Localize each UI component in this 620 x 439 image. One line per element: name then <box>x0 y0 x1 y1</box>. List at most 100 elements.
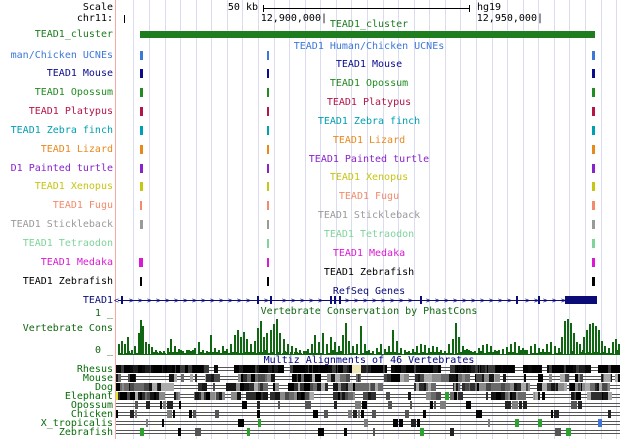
ucne-track-title[interactable]: TEAD1 Stickleback <box>317 210 421 221</box>
refseq-exon[interactable] <box>339 296 341 304</box>
multiz-row-label[interactable]: Dog <box>94 382 113 393</box>
ucne-track-left-label[interactable]: TEAD1 Lizard <box>40 144 113 155</box>
ucne-track-left-label[interactable]: TEAD1 Fugu <box>52 200 113 211</box>
ucne-track-left-label[interactable]: man/Chicken UCNEs <box>10 50 113 61</box>
multiz-row[interactable] <box>116 410 620 418</box>
ucne-element[interactable] <box>140 145 143 154</box>
multiz-row[interactable] <box>116 365 620 373</box>
multiz-row-label[interactable]: Opossum <box>70 400 113 411</box>
ucne-track-title[interactable]: TEAD1 Fugu <box>338 191 400 202</box>
ucne-track-title[interactable]: TEAD1 Painted turtle <box>308 154 430 165</box>
conservation-title[interactable]: Vertebrate Conservation by PhastCons <box>260 306 478 317</box>
alignment-block <box>394 374 395 382</box>
multiz-row-label[interactable]: Mouse <box>82 373 113 384</box>
ucne-track-title[interactable]: TEAD1 Platypus <box>326 97 412 108</box>
refseq-utr-box[interactable] <box>565 296 597 304</box>
multiz-row-label[interactable]: X_tropicalis <box>40 418 113 429</box>
multiz-row-label[interactable]: Elephant <box>64 391 113 402</box>
ucne-element[interactable] <box>592 258 595 267</box>
conservation-histogram[interactable] <box>118 318 620 355</box>
ucne-track-title[interactable]: TEAD1 Mouse <box>335 59 403 70</box>
cluster-left-label[interactable]: TEAD1_cluster <box>34 29 113 40</box>
ucne-element[interactable] <box>592 239 595 248</box>
ucne-element[interactable] <box>592 220 595 229</box>
ucne-track-title[interactable]: TEAD1 Opossum <box>329 78 409 89</box>
ucne-element[interactable] <box>267 201 269 210</box>
ucne-element[interactable] <box>592 107 595 116</box>
ucne-track-left-label[interactable]: TEAD1 Platypus <box>28 106 113 117</box>
multiz-row-label[interactable]: Zebrafish <box>58 427 113 438</box>
ucne-track-title[interactable]: TEAD1 Zebra finch <box>317 116 421 127</box>
ucne-element[interactable] <box>140 126 143 135</box>
ucne-track-title[interactable]: TEAD1 Medaka <box>332 248 406 259</box>
multiz-row-label[interactable]: Rhesus <box>76 364 113 375</box>
ucne-track-left-label[interactable]: TEAD1 Tetraodon <box>22 238 113 249</box>
ucne-element[interactable] <box>592 164 595 173</box>
refseq-exon[interactable] <box>330 296 332 304</box>
ucne-track-title[interactable]: TEAD1 Lizard <box>332 135 406 146</box>
ucne-element[interactable] <box>267 145 269 154</box>
refseq-exon[interactable] <box>121 296 123 304</box>
refseq-exon[interactable] <box>270 296 272 304</box>
ucne-track-left-label[interactable]: TEAD1 Opossum <box>34 87 113 98</box>
multiz-row[interactable] <box>116 392 620 400</box>
ucne-element[interactable] <box>140 88 143 97</box>
ucne-element[interactable] <box>267 239 269 248</box>
ucne-element[interactable] <box>267 164 269 173</box>
multiz-row[interactable] <box>116 419 620 427</box>
ucne-element[interactable] <box>267 107 269 116</box>
ucne-element[interactable] <box>267 277 269 286</box>
ucne-track-left-label[interactable]: TEAD1 Xenopus <box>34 181 113 192</box>
ucne-element[interactable] <box>592 51 595 60</box>
ucne-element[interactable] <box>592 69 595 78</box>
refseq-title[interactable]: RefSeq Genes <box>332 286 406 297</box>
ucne-element[interactable] <box>140 164 143 173</box>
refseq-exon[interactable] <box>257 296 259 304</box>
ucne-element[interactable] <box>267 258 269 267</box>
ucne-element[interactable] <box>592 145 595 154</box>
refseq-left-label[interactable]: TEAD1 <box>82 295 113 306</box>
ucne-track-title[interactable]: TEAD1 Xenopus <box>329 172 409 183</box>
ucne-track-left-label[interactable]: TEAD1 Zebra finch <box>10 125 113 136</box>
cluster-title[interactable]: TEAD1_cluster <box>329 19 409 30</box>
refseq-exon[interactable] <box>334 296 336 304</box>
conservation-left-label[interactable]: Vertebrate Cons <box>22 323 113 334</box>
refseq-exon[interactable] <box>420 296 422 304</box>
ucne-track-title[interactable]: TEAD1 Human/Chicken UCNEs <box>293 41 445 52</box>
cluster-bar[interactable] <box>140 31 595 38</box>
multiz-row[interactable] <box>116 374 620 382</box>
refseq-exon[interactable] <box>516 296 518 304</box>
ucne-element[interactable] <box>140 277 142 286</box>
ucne-element[interactable] <box>140 201 142 210</box>
ucne-element[interactable] <box>140 69 143 78</box>
ucne-element[interactable] <box>140 51 143 60</box>
ucne-element[interactable] <box>267 88 269 97</box>
multiz-title[interactable]: Multiz Alignments of 46 Vertebrates <box>263 355 475 366</box>
ucne-element[interactable] <box>592 126 595 135</box>
ucne-track-title[interactable]: TEAD1 Tetraodon <box>323 229 415 240</box>
multiz-row[interactable] <box>116 401 620 409</box>
ucne-element[interactable] <box>140 220 143 229</box>
ucne-track-title[interactable]: TEAD1 Zebrafish <box>323 267 415 278</box>
multiz-row-label[interactable]: Chicken <box>70 409 113 420</box>
ucne-element[interactable] <box>139 258 143 267</box>
ucne-element[interactable] <box>140 182 143 191</box>
ucne-track-left-label[interactable]: D1 Painted turtle <box>10 163 113 174</box>
ucne-element[interactable] <box>592 88 595 97</box>
multiz-row[interactable] <box>116 383 620 391</box>
ucne-element[interactable] <box>592 277 595 286</box>
ucne-track-left-label[interactable]: TEAD1 Zebrafish <box>22 276 113 287</box>
ucne-track-left-label[interactable]: TEAD1 Medaka <box>40 257 113 268</box>
ucne-element[interactable] <box>267 126 269 135</box>
ucne-element[interactable] <box>267 220 269 229</box>
ucne-element[interactable] <box>267 182 269 191</box>
ucne-element[interactable] <box>592 182 595 191</box>
ucne-track-left-label[interactable]: TEAD1 Stickleback <box>10 219 113 230</box>
ucne-track-left-label[interactable]: TEAD1 Mouse <box>46 68 113 79</box>
ucne-element[interactable] <box>592 201 595 210</box>
multiz-row[interactable] <box>116 428 620 436</box>
ucne-element[interactable] <box>140 107 143 116</box>
refseq-exon[interactable] <box>538 296 540 304</box>
ucne-element[interactable] <box>267 69 269 78</box>
ucne-element[interactable] <box>267 51 269 60</box>
